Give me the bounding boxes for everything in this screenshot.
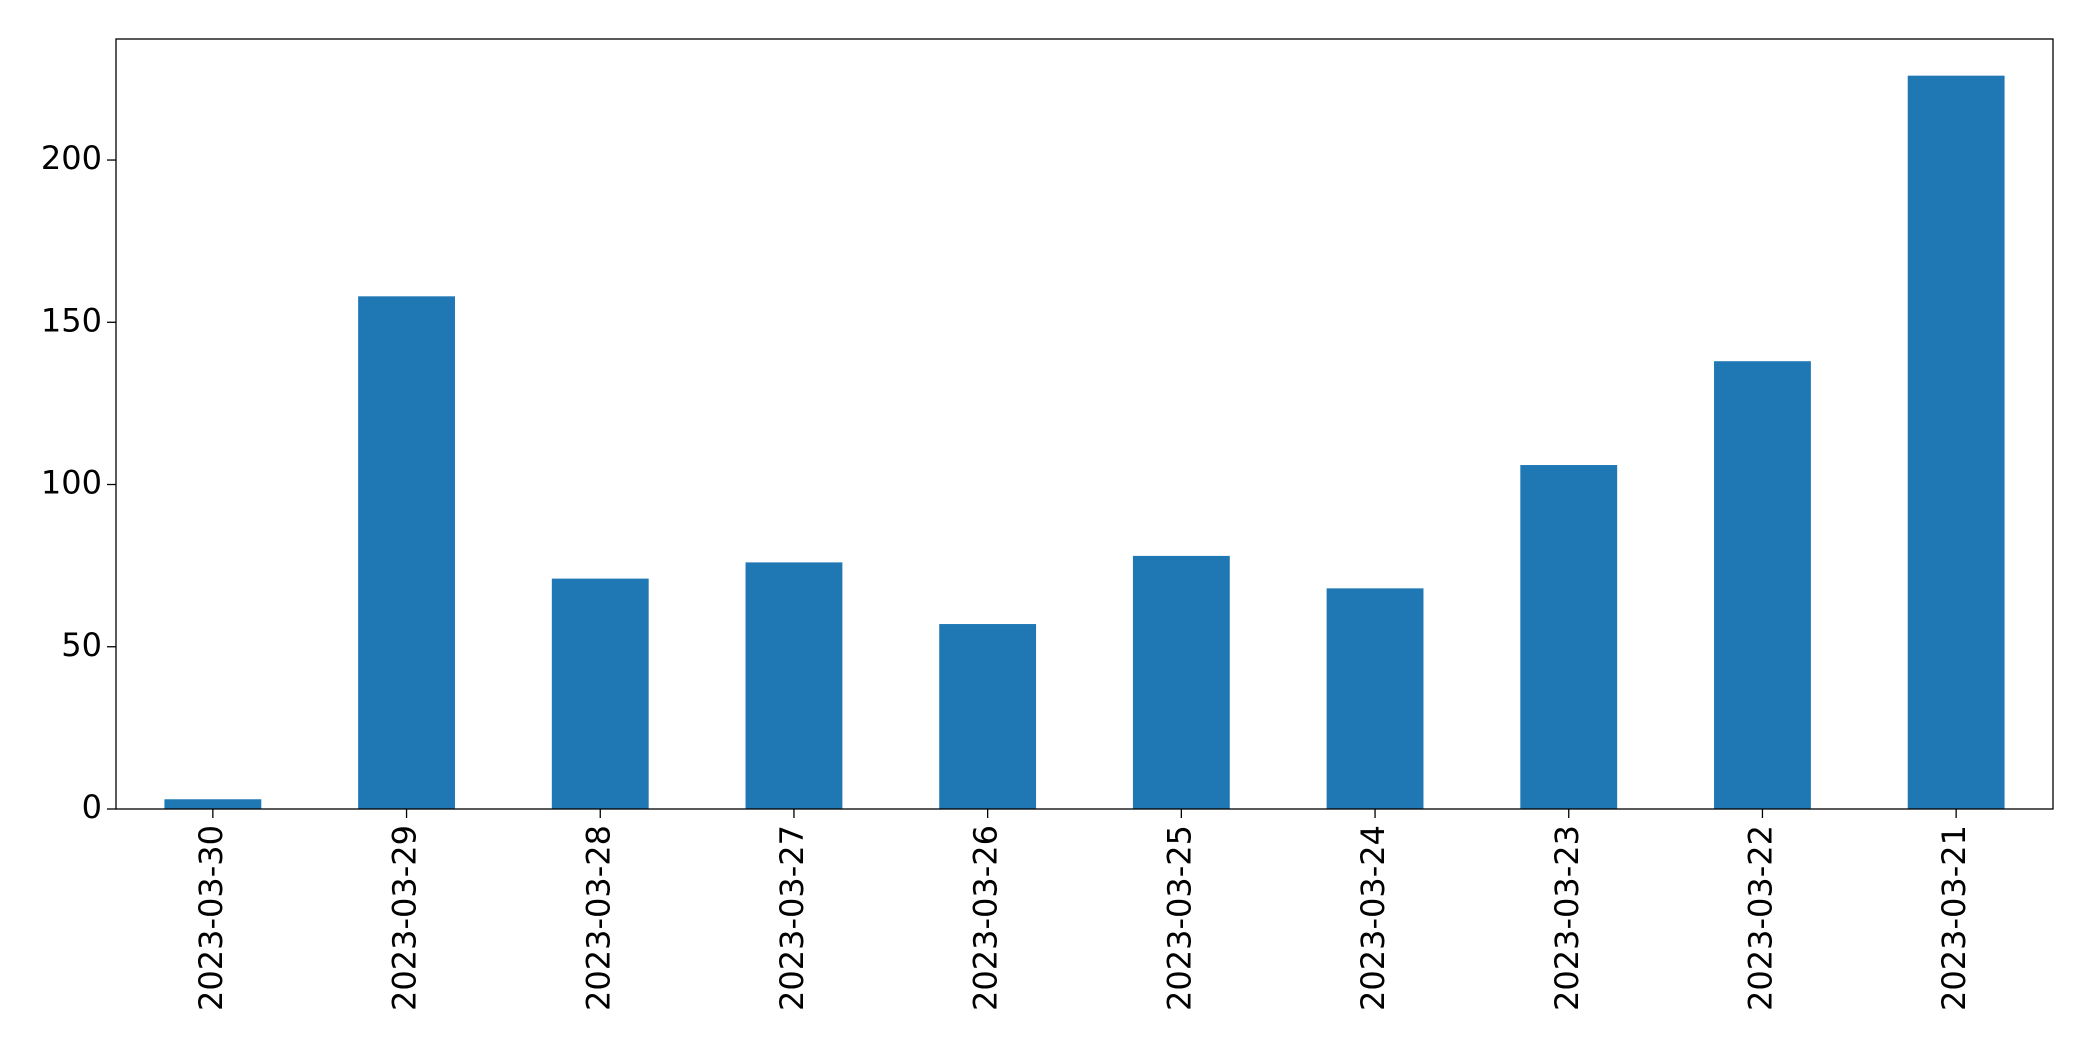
bar [1714, 361, 1811, 809]
y-tick-label: 0 [82, 788, 102, 826]
y-tick-label: 100 [41, 464, 102, 502]
bar [1326, 588, 1424, 809]
bar [745, 562, 843, 809]
bar [551, 578, 649, 809]
bar [939, 624, 1037, 809]
y-tick-label: 150 [41, 301, 102, 339]
x-tick-label: 2023-03-26 [967, 825, 1005, 1011]
y-tick-label: 50 [61, 626, 102, 664]
x-tick-label: 2023-03-25 [1160, 825, 1198, 1011]
x-tick-label: 2023-03-23 [1548, 825, 1586, 1011]
x-tick-label: 2023-03-21 [1935, 825, 1973, 1011]
y-tick-label: 200 [41, 139, 102, 177]
bar [1132, 555, 1230, 809]
x-tick-label: 2023-03-29 [386, 825, 424, 1011]
x-tick-label: 2023-03-30 [192, 825, 230, 1011]
x-tick-label: 2023-03-22 [1741, 825, 1779, 1011]
plot-frame [115, 38, 2054, 810]
x-tick-label: 2023-03-24 [1354, 825, 1392, 1011]
bar [358, 296, 455, 809]
bar [164, 799, 262, 809]
bar [1520, 465, 1618, 809]
x-tick-label: 2023-03-27 [773, 825, 811, 1011]
x-tick-label: 2023-03-28 [579, 825, 617, 1011]
bar [1907, 75, 2005, 809]
